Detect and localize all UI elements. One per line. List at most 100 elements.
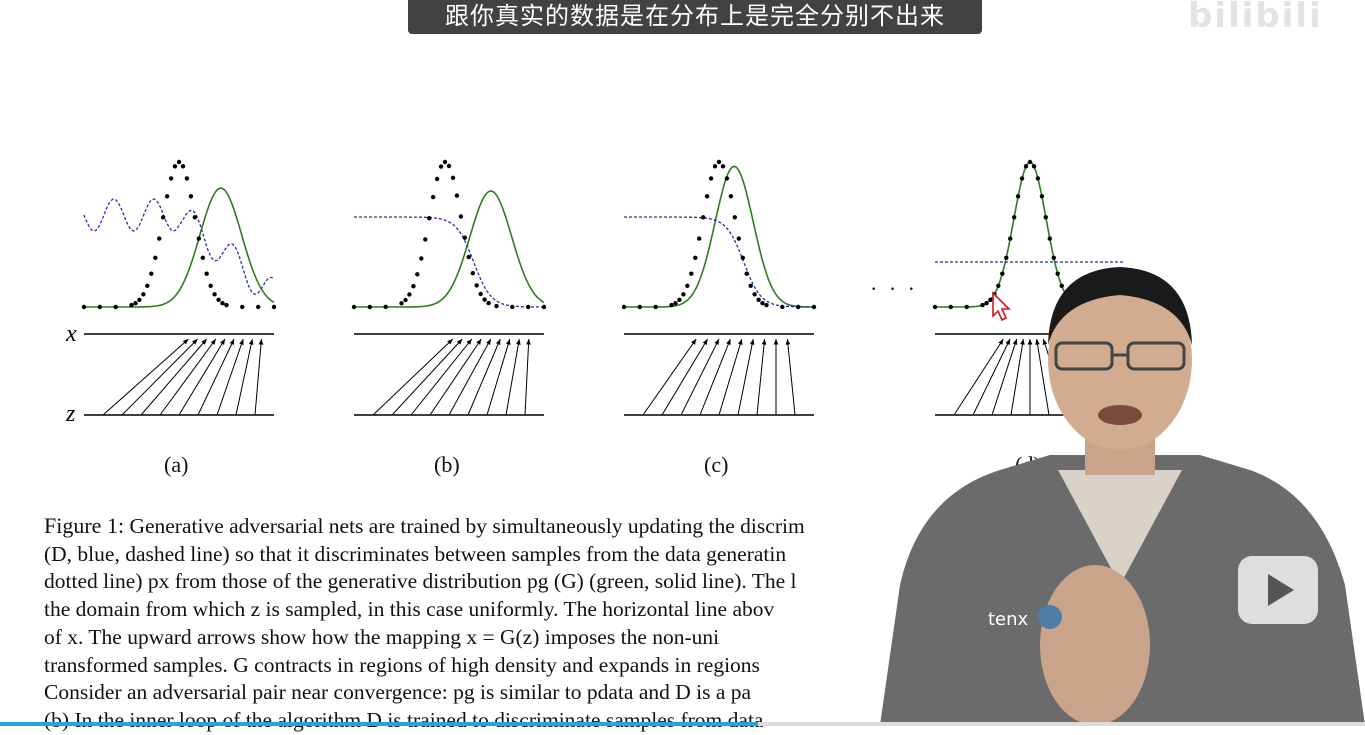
caption-line-8: (b) In the inner loop of the algorithm D… xyxy=(44,707,764,732)
caption-line-1: Figure 1: Generative adversarial nets ar… xyxy=(44,512,1284,541)
mapping-arrow xyxy=(448,338,492,416)
data-point xyxy=(1023,164,1029,169)
mapping-arrow xyxy=(661,338,709,416)
generator-curve xyxy=(624,165,814,308)
generator-curve xyxy=(354,190,545,308)
data-point xyxy=(466,254,471,260)
data-point xyxy=(701,215,706,220)
data-point xyxy=(137,297,142,302)
mouse-cursor-icon xyxy=(992,291,1011,322)
mapping-arrowhead xyxy=(476,339,482,345)
mapping-arrow xyxy=(680,338,720,416)
caption-line-5: of x. The upward arrows show how the map… xyxy=(44,624,720,649)
data-point xyxy=(200,255,205,260)
data-point xyxy=(97,304,103,310)
data-point xyxy=(1000,271,1005,276)
data-point xyxy=(180,164,186,169)
mapping-arrow xyxy=(467,338,501,416)
data-point xyxy=(196,236,201,241)
mapping-arrow xyxy=(699,338,731,416)
mapping-arrow xyxy=(972,338,1011,416)
mapping-arrowhead xyxy=(785,339,791,345)
data-point xyxy=(704,194,710,199)
mapping-arrowhead xyxy=(505,339,511,345)
mapping-arrowhead xyxy=(182,339,189,345)
discriminator-curve xyxy=(624,216,814,308)
data-point xyxy=(1055,271,1060,276)
mapping-arrow xyxy=(197,338,235,416)
mapping-arrow xyxy=(953,338,1004,416)
mapping-arrowhead xyxy=(239,339,244,345)
data-point xyxy=(403,297,408,303)
mapping-arrowhead xyxy=(447,339,453,345)
data-point xyxy=(760,301,765,306)
progress-bar[interactable] xyxy=(0,722,1365,726)
progress-fill xyxy=(0,722,758,726)
mapping-arrowhead xyxy=(1035,339,1040,345)
data-point xyxy=(423,237,428,242)
mapping-arrow xyxy=(140,338,208,416)
discriminator-curve xyxy=(83,198,275,295)
mapping-arrowhead xyxy=(749,339,755,345)
data-point xyxy=(192,215,197,220)
mapping-arrow xyxy=(505,338,520,416)
mapping-arrowhead xyxy=(495,339,501,345)
data-point xyxy=(351,304,357,310)
data-point xyxy=(984,301,989,306)
mapping-arrow xyxy=(178,338,226,416)
data-point xyxy=(736,236,741,241)
data-point xyxy=(145,283,150,288)
data-point xyxy=(764,302,769,308)
data-point xyxy=(446,163,452,169)
data-point xyxy=(224,302,229,308)
mapping-arrowhead xyxy=(714,339,719,345)
data-point xyxy=(1019,176,1025,181)
play-icon[interactable] xyxy=(1238,556,1318,624)
mapping-arrowhead xyxy=(192,339,198,345)
data-point xyxy=(653,304,658,310)
mapping-arrowhead xyxy=(1042,339,1048,345)
mapping-arrowhead xyxy=(456,339,463,345)
data-point xyxy=(1035,176,1041,181)
mapping-arrow xyxy=(737,338,754,416)
data-point xyxy=(141,292,146,297)
data-point xyxy=(470,271,475,276)
data-point xyxy=(208,283,213,288)
data-point xyxy=(486,300,491,306)
mapping-arrowhead xyxy=(1005,339,1011,345)
data-point xyxy=(708,176,714,181)
data-point xyxy=(948,304,953,310)
mapping-arrow xyxy=(642,338,697,416)
subtitle-bar: 跟你真实的数据是在分布上是完全分别不出来 xyxy=(408,0,982,34)
data-point xyxy=(669,302,674,308)
mapping-arrowhead xyxy=(726,339,731,345)
data-point xyxy=(796,304,801,310)
svg-text:tenx: tenx xyxy=(988,609,1029,630)
data-point xyxy=(188,194,194,199)
mapping-arrow xyxy=(410,338,473,416)
mapping-arrowhead xyxy=(1020,339,1025,345)
mapping-arrow xyxy=(102,338,189,416)
mapping-arrow xyxy=(1010,338,1024,416)
data-point xyxy=(454,193,460,198)
mapping-arrowhead xyxy=(526,339,531,345)
data-point xyxy=(988,297,993,302)
data-point xyxy=(153,255,158,260)
data-point xyxy=(81,304,87,310)
data-point xyxy=(157,236,162,241)
data-point xyxy=(176,159,182,165)
panel-label-a: (a) xyxy=(164,452,189,477)
data-point xyxy=(510,304,515,310)
mapping-arrowhead xyxy=(466,339,472,345)
data-point xyxy=(621,304,627,310)
data-point xyxy=(427,216,432,221)
data-point xyxy=(1008,236,1013,241)
data-point xyxy=(1012,215,1017,220)
data-point xyxy=(689,271,694,276)
data-point xyxy=(996,283,1001,288)
data-point xyxy=(149,271,154,276)
data-point xyxy=(681,292,686,297)
mapping-arrowhead xyxy=(737,339,743,345)
data-point xyxy=(1059,283,1064,288)
data-point xyxy=(780,304,785,310)
